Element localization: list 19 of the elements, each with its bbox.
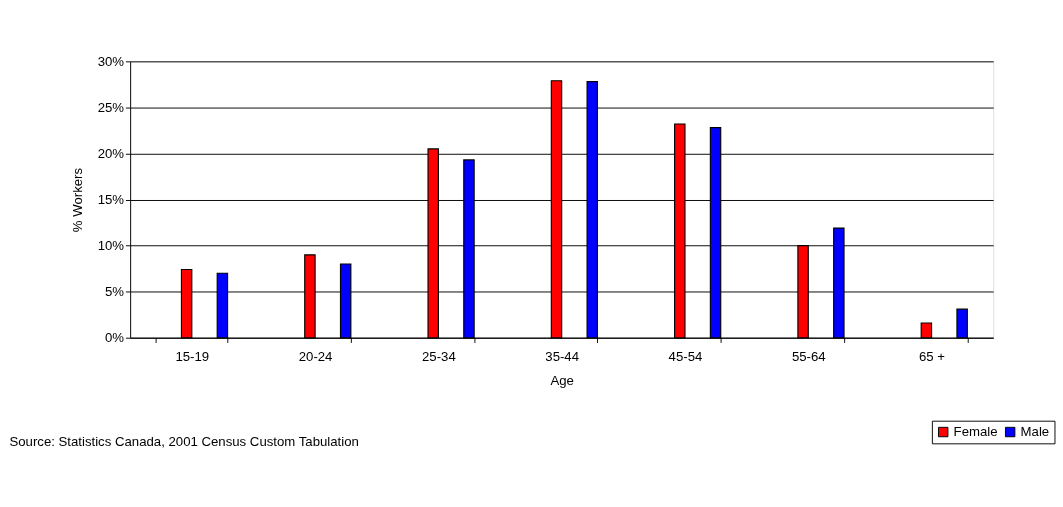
x-tick-label: 65 + (919, 348, 946, 364)
y-tick-label: 0% (104, 329, 125, 345)
x-tick-label: 20-24 (298, 348, 333, 364)
y-tick-label: 25% (97, 99, 125, 115)
x-tick-label: 45-54 (668, 348, 703, 364)
legend-label: Female (953, 423, 998, 439)
y-tick-label: 30% (97, 53, 125, 69)
source-note: Source: Statistics Canada, 2001 Census Custom Tabulation (9, 434, 359, 450)
x-tick-label: 35-44 (545, 348, 580, 364)
y-tick-label: 15% (97, 191, 125, 207)
y-axis-title: % Workers (69, 167, 85, 233)
y-tick-label: 5% (104, 283, 125, 299)
y-tick-label: 20% (97, 145, 125, 161)
x-tick-label: 15-19 (175, 348, 210, 364)
x-axis-title: Age (550, 373, 574, 389)
y-tick-label: 10% (97, 237, 125, 253)
legend-label: Male (1020, 423, 1050, 439)
x-tick-label: 55-64 (791, 348, 826, 364)
x-tick-label: 25-34 (422, 348, 456, 364)
